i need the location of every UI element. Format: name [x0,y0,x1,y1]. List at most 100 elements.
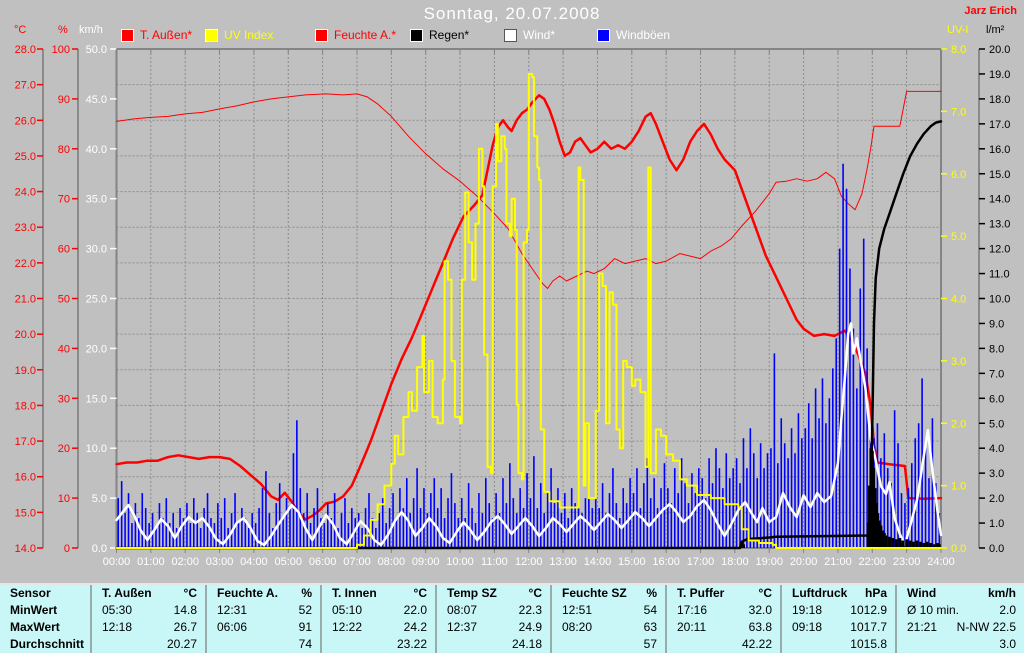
tick-label: 25.0 [15,151,36,163]
time-tick-label: 19:00 [755,556,783,568]
stat-value: 22.3 [518,603,542,617]
min-value-row: 12:51 54 [552,602,665,619]
stat-value: 52 [298,603,312,617]
stat-value: km/h [987,586,1016,600]
stat-column: T. Puffer °C 17:16 32.0 20:11 63.8 42.22 [665,585,780,653]
tick-label: 14.0 [15,543,36,555]
time-tick-label: 03:00 [206,556,234,568]
axis-uv: 8.0 7.0 6.0 5.0 4.0 3.0 2.0 1.0 0.0 [941,44,966,555]
tick-label: 28.0 [15,44,36,56]
legend-item-uv-index: UV Index [205,28,273,42]
tick-label: 18.0 [989,94,1010,106]
tick-label: 0.0 [989,543,1004,555]
tick-label: 1.0 [951,481,966,493]
stat-column: Temp SZ °C 08:07 22.3 12:37 24.9 24.18 [435,585,550,653]
tick-label: 20.0 [15,329,36,341]
axis-header-celsius: °C [14,24,27,36]
stat-column: Feuchte SZ% 12:51 54 08:20 63 57 [550,585,665,653]
tick-label: 24.0 [15,187,36,199]
stat-value: 20.27 [166,637,197,651]
stat-header: T. Außen °C [92,585,205,602]
max-value-row: 09:18 1017.7 [782,619,895,636]
avg-value-row: 24.18 [437,636,550,653]
tick-label: 3.0 [951,356,966,368]
legend-label: Windböen [616,28,671,42]
weather-plot: 28.0 27.0 26.0 25.0 24.0 23.0 22.0 21.0 20.0 19.0… [15,44,1011,568]
tick-label: 2.0 [951,418,966,430]
avg-value-row: 23.22 [322,636,435,653]
stat-time: 12:18 [102,620,133,634]
time-tick-label: 18:00 [721,556,749,568]
time-tick-label: 17:00 [687,556,715,568]
tick-label: 15.0 [86,393,107,405]
stat-header: Temp SZ °C [437,585,550,602]
stat-header: Feuchte SZ% [552,585,665,602]
author-name: Jarz Erich [964,5,1017,17]
row-header-label: MinWert [10,603,58,617]
tick-label: 0.0 [951,543,966,555]
tick-label: 9.0 [989,318,1004,330]
stat-time: Temp SZ [447,586,497,600]
stat-header: Luftdruck hPa [782,585,895,602]
stat-header: Wind km/h [897,585,1024,602]
stat-time: 21:21 [907,620,938,634]
avg-value-row: 74 [207,636,320,653]
max-value-row: 08:20 63 [552,619,665,636]
legend-label: UV Index [224,28,274,42]
tick-label: 18.0 [15,400,36,412]
tick-label: 15.0 [15,507,36,519]
time-tick-label: 15:00 [618,556,646,568]
stat-value: 22.0 [403,603,427,617]
time-tick-label: 05:00 [275,556,303,568]
tick-label: 30 [58,393,70,405]
stat-value: 63.8 [748,620,772,634]
tick-label: 17.0 [989,119,1010,131]
tick-label: 13.0 [989,219,1010,231]
tick-label: 27.0 [15,80,36,92]
avg-value-row: 57 [552,636,665,653]
legend-item-windboeen: Windböen [597,28,670,42]
feuchte-swatch-icon [315,28,328,42]
tick-label: 20 [58,443,70,455]
tick-label: 4.0 [989,443,1004,455]
stat-value: % [646,586,657,600]
row-header: Durchschnitt [0,636,90,653]
axis-time: 00:00 01:00 02:00 03:00 04:00 05:00 06:00 07:00… [103,49,955,568]
stat-value: % [301,586,312,600]
series-uv-index [115,73,942,549]
tick-label: 10.0 [86,443,107,455]
stat-value: 32.0 [748,603,772,617]
axis-temp: 28.0 27.0 26.0 25.0 24.0 23.0 22.0 21.0 20.0 19.0… [15,44,44,555]
tick-label: 17.0 [15,436,36,448]
legend-item-regen: Regen* [410,28,469,42]
stat-time: Feuchte SZ [562,586,627,600]
row-header: Sensor [0,585,90,602]
tick-label: 19.0 [15,365,36,377]
tick-label: 70 [58,194,70,206]
windboeen-swatch-icon [597,28,610,42]
stat-column: Luftdruck hPa 19:18 1012.9 09:18 1017.7 1015.8 [780,585,895,653]
stat-header: T. Puffer °C [667,585,780,602]
tick-label: 40.0 [86,144,107,156]
axis-header-uv: UV-I [947,24,969,36]
row-header-label: Sensor [10,586,51,600]
time-tick-label: 08:00 [378,556,406,568]
tick-label: 12.0 [989,244,1010,256]
stat-time: T. Außen [102,586,152,600]
stat-header: T. Innen °C [322,585,435,602]
time-tick-label: 22:00 [859,556,887,568]
tick-label: 50.0 [86,44,107,56]
tick-label: 6.0 [951,169,966,181]
stat-value: °C [528,586,542,600]
time-tick-label: 24:00 [927,556,955,568]
tick-label: 80 [58,144,70,156]
legend-label: T. Außen* [140,28,193,42]
avg-value-row: 20.27 [92,636,205,653]
sensor-stats-table: Sensor MinWert MaxWert Durchschnitt T. Außen… [0,583,1024,653]
stat-value: hPa [864,586,887,600]
tick-label: 3.0 [989,468,1004,480]
tick-label: 30.0 [86,244,107,256]
stat-time: T. Innen [332,586,377,600]
tick-label: 20.0 [86,343,107,355]
